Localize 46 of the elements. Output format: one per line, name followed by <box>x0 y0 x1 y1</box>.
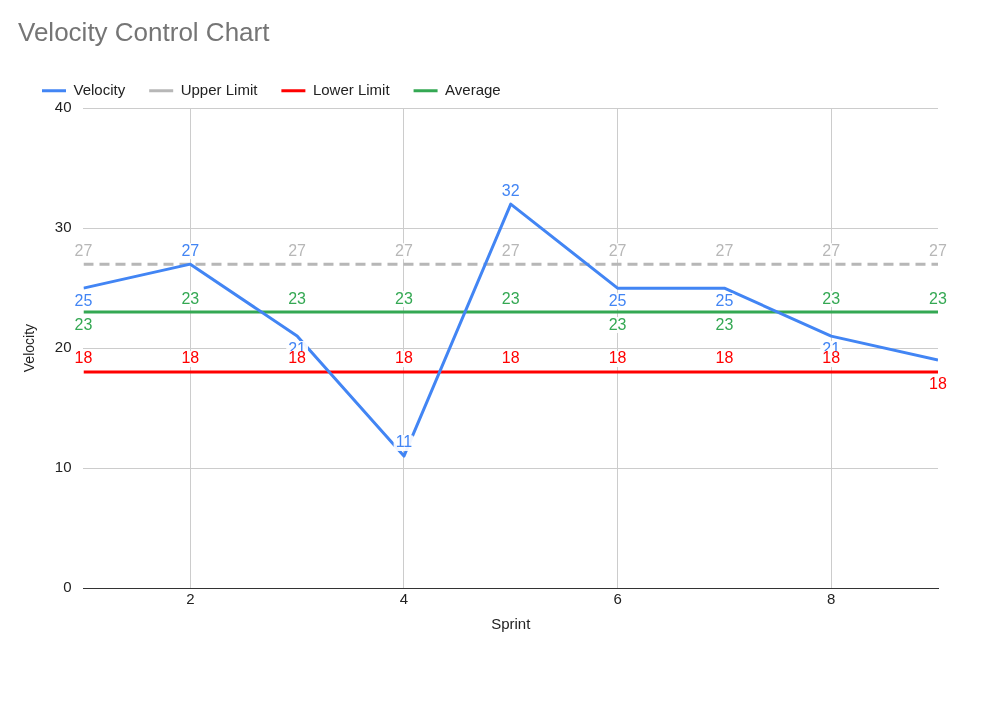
x-axis-title: Sprint <box>491 615 532 633</box>
data-label: 27 <box>715 241 734 259</box>
data-label: 32 <box>501 181 520 199</box>
legend-label: Upper Limit <box>180 80 259 98</box>
data-label: 23 <box>501 289 520 307</box>
y-tick-label: 20 <box>54 338 72 356</box>
data-label: 18 <box>715 349 734 367</box>
data-label: 23 <box>395 289 413 307</box>
y-tick-label: 0 <box>63 578 72 596</box>
data-label: 23 <box>74 315 93 333</box>
legend-label: Average <box>445 80 501 98</box>
data-label: 23 <box>608 315 627 333</box>
data-label: 27 <box>501 241 520 259</box>
data-label: 23 <box>181 289 200 307</box>
data-label: 25 <box>715 291 734 309</box>
chart-title: Velocity Control Chart <box>18 16 271 47</box>
data-label: 23 <box>715 315 734 333</box>
x-tick-label: 8 <box>827 590 836 608</box>
y-tick-label: 10 <box>54 458 72 476</box>
data-label: 25 <box>74 291 93 309</box>
data-label: 18 <box>929 375 947 393</box>
data-label: 27 <box>395 241 413 259</box>
x-tick-label: 6 <box>613 590 622 608</box>
legend-label: Lower Limit <box>312 80 391 98</box>
data-label: 27 <box>74 241 93 259</box>
legend-label: Velocity <box>73 80 126 98</box>
data-label: 18 <box>608 349 627 367</box>
data-label: 25 <box>608 291 627 309</box>
y-axis-title: Velocity <box>21 323 38 373</box>
data-label: 18 <box>74 349 93 367</box>
data-label: 18 <box>181 349 200 367</box>
data-label: 23 <box>822 289 841 307</box>
y-tick-label: 40 <box>54 98 72 116</box>
data-label: 23 <box>288 289 307 307</box>
data-label: 18 <box>501 349 520 367</box>
data-label: 11 <box>395 433 413 451</box>
data-label: 23 <box>929 289 947 307</box>
x-tick-label: 4 <box>399 590 409 608</box>
data-label: 27 <box>822 241 841 259</box>
x-tick-label: 2 <box>186 590 195 608</box>
y-tick-label: 30 <box>54 218 72 236</box>
data-label: 27 <box>608 241 627 259</box>
data-label: 18 <box>395 349 413 367</box>
data-label: 27 <box>929 241 947 259</box>
data-label: 27 <box>181 241 200 259</box>
data-label: 27 <box>288 241 307 259</box>
